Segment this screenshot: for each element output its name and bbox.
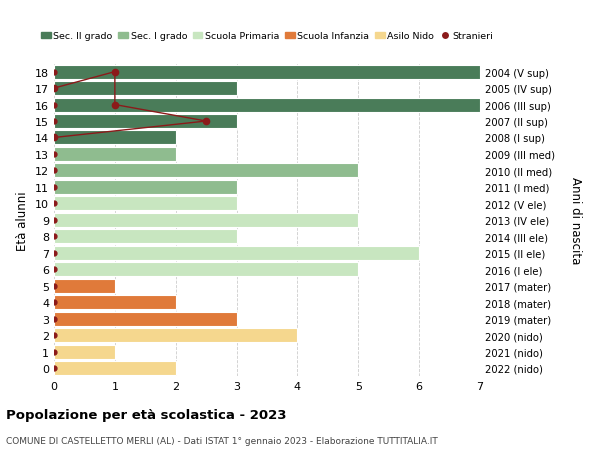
Bar — [54, 213, 358, 227]
Bar — [54, 164, 358, 178]
Bar — [54, 296, 176, 309]
Y-axis label: Età alunni: Età alunni — [16, 190, 29, 250]
Bar — [54, 230, 236, 244]
Bar — [54, 66, 480, 79]
Bar — [54, 312, 236, 326]
Bar — [54, 279, 115, 293]
Bar — [54, 82, 236, 96]
Bar — [54, 131, 176, 145]
Bar — [54, 115, 236, 129]
Bar — [54, 328, 298, 342]
Bar — [54, 180, 236, 195]
Bar — [54, 98, 480, 112]
Bar — [54, 361, 176, 375]
Legend: Sec. II grado, Sec. I grado, Scuola Primaria, Scuola Infanzia, Asilo Nido, Stran: Sec. II grado, Sec. I grado, Scuola Prim… — [37, 28, 497, 45]
Bar — [54, 246, 419, 260]
Bar — [54, 148, 176, 162]
Text: COMUNE DI CASTELLETTO MERLI (AL) - Dati ISTAT 1° gennaio 2023 - Elaborazione TUT: COMUNE DI CASTELLETTO MERLI (AL) - Dati … — [6, 436, 438, 445]
Bar — [54, 345, 115, 359]
Y-axis label: Anni di nascita: Anni di nascita — [569, 177, 582, 264]
Text: Popolazione per età scolastica - 2023: Popolazione per età scolastica - 2023 — [6, 408, 287, 421]
Bar — [54, 197, 236, 211]
Bar — [54, 263, 358, 277]
